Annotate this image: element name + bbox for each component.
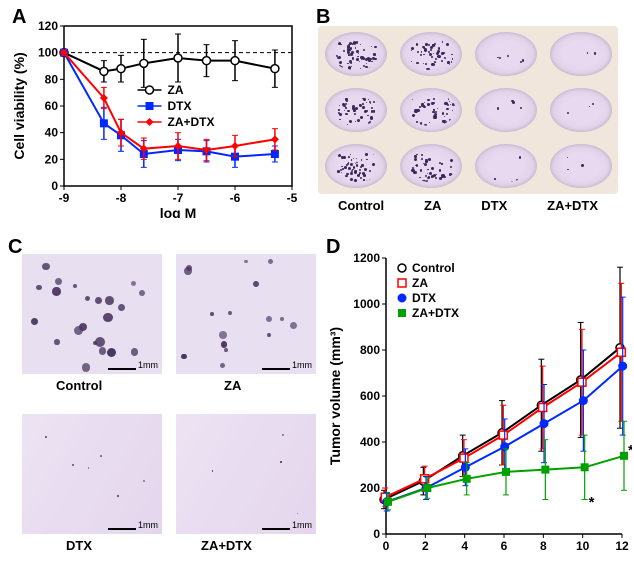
svg-text:6: 6 [501, 539, 508, 553]
plate-column-labels: Control ZA DTX ZA+DTX [318, 198, 618, 213]
svg-text:10: 10 [576, 539, 590, 553]
svg-text:2: 2 [422, 539, 429, 553]
svg-text:-6: -6 [230, 191, 241, 205]
svg-text:800: 800 [360, 343, 380, 357]
svg-text:-9: -9 [59, 191, 70, 205]
micrograph-label: ZA+DTX [201, 538, 252, 553]
well [325, 32, 387, 76]
micrograph-label: ZA [224, 378, 241, 393]
panel-c-micrographs: 1mm Control 1mm ZA 1mm DTX 1mm ZA+DTX [6, 238, 316, 558]
plate-col-label: Control [338, 198, 384, 213]
svg-text:-8: -8 [116, 191, 127, 205]
well [550, 88, 612, 132]
svg-text:Cell viability (%): Cell viability (%) [11, 52, 27, 159]
plate-col-label: DTX [481, 198, 507, 213]
svg-text:Control: Control [412, 261, 455, 275]
svg-text:-5: -5 [287, 191, 298, 205]
svg-text:ZA+DTX: ZA+DTX [168, 115, 215, 129]
scalebar: 1mm [108, 514, 158, 530]
svg-text:600: 600 [360, 389, 380, 403]
svg-text:*: * [589, 494, 595, 511]
svg-text:1000: 1000 [353, 297, 380, 311]
svg-text:40: 40 [45, 126, 59, 140]
well [400, 144, 462, 188]
micrograph: 1mm [22, 254, 162, 374]
panel-d-chart: 0 200 400 600 800 1000 1200 0 2 4 6 8 10 12 Tumor volu… [322, 238, 632, 558]
well [475, 144, 537, 188]
scalebar: 1mm [262, 354, 312, 370]
svg-text:20: 20 [45, 152, 59, 166]
svg-text:**: ** [628, 442, 632, 459]
svg-text:DTX: DTX [412, 291, 436, 305]
well [400, 32, 462, 76]
svg-text:ZA+DTX: ZA+DTX [412, 306, 459, 320]
svg-text:0: 0 [51, 179, 58, 193]
svg-text:DTX: DTX [168, 99, 192, 113]
well [325, 144, 387, 188]
svg-text:1200: 1200 [353, 251, 380, 265]
micrograph: 1mm [176, 414, 316, 534]
svg-text:400: 400 [360, 435, 380, 449]
svg-text:60: 60 [45, 99, 59, 113]
well [325, 88, 387, 132]
well [475, 88, 537, 132]
svg-text:100: 100 [38, 46, 58, 60]
svg-text:80: 80 [45, 72, 59, 86]
plate-image [318, 26, 618, 194]
micrograph-label: DTX [66, 538, 92, 553]
well [550, 32, 612, 76]
micrograph-label: Control [56, 378, 102, 393]
svg-text:8: 8 [540, 539, 547, 553]
plate-col-label: ZA+DTX [547, 198, 598, 213]
scalebar: 1mm [108, 354, 158, 370]
micrograph: 1mm [176, 254, 316, 374]
svg-text:4: 4 [461, 539, 468, 553]
svg-text:ZA: ZA [412, 276, 428, 290]
panel-a-chart: 0 20 40 60 80 100 120 -9 -8 -7 -6 -5 Cell viability … [10, 8, 300, 218]
panel-b-plate: Control ZA DTX ZA+DTX [310, 8, 630, 218]
svg-text:0: 0 [383, 539, 390, 553]
svg-text:ZA: ZA [168, 83, 184, 97]
well [550, 144, 612, 188]
svg-text:Tumor volume (mm³): Tumor volume (mm³) [327, 327, 343, 465]
svg-text:-7: -7 [173, 191, 184, 205]
well [475, 32, 537, 76]
svg-text:200: 200 [360, 481, 380, 495]
scalebar: 1mm [262, 514, 312, 530]
well [400, 88, 462, 132]
plate-col-label: ZA [424, 198, 441, 213]
svg-text:120: 120 [38, 19, 58, 33]
svg-text:log M: log M [160, 205, 197, 218]
svg-text:12: 12 [615, 539, 629, 553]
micrograph: 1mm [22, 414, 162, 534]
svg-text:0: 0 [373, 527, 380, 541]
